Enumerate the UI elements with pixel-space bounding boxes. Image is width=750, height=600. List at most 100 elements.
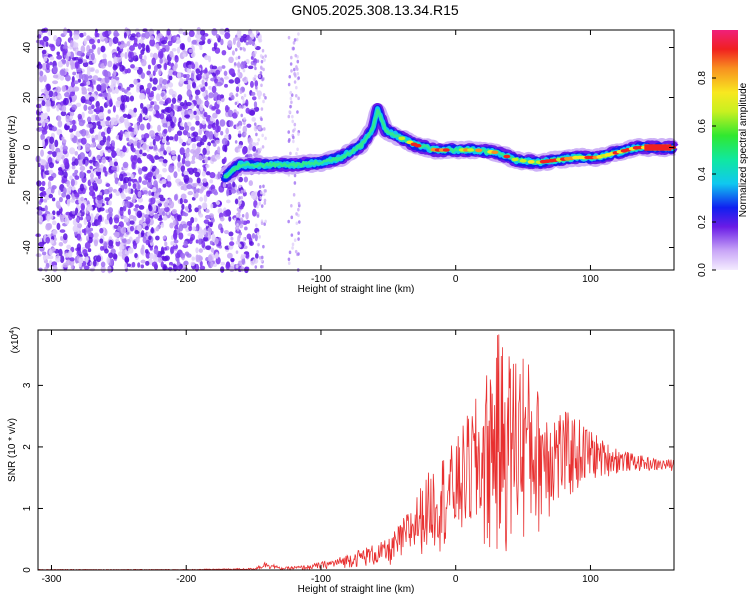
noise-speck (244, 252, 250, 259)
noise-speck (260, 190, 263, 195)
x-tick-label: -200 (176, 274, 196, 285)
noise-speck (297, 252, 300, 256)
noise-speck (161, 40, 168, 45)
noise-speck (181, 223, 188, 229)
noise-speck (263, 222, 266, 226)
noise-speck (184, 114, 191, 119)
ridge-peak (414, 143, 422, 148)
noise-speck (246, 220, 251, 224)
noise-speck (261, 145, 265, 149)
noise-speck (161, 47, 166, 53)
noise-speck (297, 207, 300, 212)
noise-speck (195, 120, 200, 126)
noise-speck (115, 238, 120, 243)
noise-speck (142, 106, 148, 114)
noise-speck (208, 92, 214, 99)
noise-speck (66, 244, 72, 250)
noise-speck (117, 182, 122, 186)
noise-speck (41, 49, 47, 55)
noise-speck (202, 134, 207, 143)
noise-speck (128, 108, 134, 116)
noise-speck (155, 235, 160, 241)
noise-speck (258, 202, 261, 206)
noise-speck (125, 96, 130, 103)
noise-speck (40, 159, 47, 166)
noise-speck (176, 71, 182, 79)
noise-speck (144, 113, 149, 120)
noise-speck (255, 125, 258, 130)
noise-speck (164, 241, 168, 247)
noise-speck (169, 200, 175, 209)
noise-speck (66, 60, 70, 68)
noise-speck (173, 34, 177, 41)
noise-speck (61, 105, 67, 113)
noise-speck (157, 124, 162, 132)
noise-speck (137, 262, 141, 268)
noise-speck (179, 126, 185, 131)
noise-speck (134, 204, 140, 209)
noise-speck (136, 86, 140, 93)
noise-speck (163, 62, 168, 71)
noise-speck (89, 261, 93, 266)
noise-speck (127, 187, 131, 195)
noise-speck (258, 95, 261, 100)
noise-speck (168, 88, 174, 96)
noise-speck (260, 59, 264, 64)
noise-speck (153, 253, 157, 260)
noise-speck (74, 207, 79, 215)
noise-speck (189, 112, 194, 120)
noise-speck (87, 106, 92, 111)
noise-speck (135, 236, 140, 244)
noise-speck (256, 214, 260, 218)
noise-speck (120, 193, 126, 200)
noise-speck (41, 128, 48, 135)
noise-speck (262, 67, 265, 72)
noise-speck (226, 182, 232, 190)
colorbar-tick-label: 0.2 (697, 215, 708, 229)
noise-speck (263, 201, 267, 205)
noise-speck (188, 238, 193, 245)
noise-speck (104, 120, 110, 125)
y-tick-label: 40 (22, 42, 33, 54)
noise-speck (263, 58, 266, 62)
noise-speck (78, 159, 84, 167)
noise-speck (69, 111, 75, 117)
noise-speck (237, 69, 241, 73)
noise-speck (77, 212, 82, 217)
noise-speck (256, 30, 259, 34)
noise-speck (192, 182, 198, 188)
noise-speck (167, 40, 173, 47)
noise-speck (149, 130, 155, 137)
noise-speck (205, 145, 210, 152)
noise-speck (186, 83, 191, 91)
noise-speck (154, 155, 160, 160)
noise-speck (108, 98, 113, 106)
noise-speck (129, 95, 135, 102)
snr-x-axis-label: Height of straight line (km) (298, 584, 415, 595)
noise-speck (261, 77, 264, 82)
noise-speck (191, 143, 197, 150)
noise-speck (79, 171, 85, 179)
noise-speck (218, 185, 225, 193)
noise-speck (103, 58, 108, 67)
noise-speck (120, 52, 125, 58)
noise-speck (171, 208, 178, 215)
noise-speck (295, 65, 298, 69)
noise-speck (124, 51, 128, 60)
noise-speck (138, 176, 142, 183)
noise-speck (140, 230, 145, 237)
noise-speck (122, 113, 128, 118)
noise-speck (58, 242, 64, 247)
noise-speck (193, 100, 198, 105)
noise-speck (102, 53, 107, 59)
noise-speck (161, 85, 167, 90)
noise-speck (58, 196, 63, 203)
snr-x-axis: -300 -200 -100 0 100 (41, 330, 599, 585)
noise-speck (190, 233, 196, 241)
snr-frame (37, 329, 675, 571)
noise-speck (77, 142, 81, 151)
noise-speck (170, 121, 175, 129)
noise-speck (62, 145, 68, 151)
noise-speck (203, 219, 210, 224)
noise-speck (184, 122, 188, 129)
